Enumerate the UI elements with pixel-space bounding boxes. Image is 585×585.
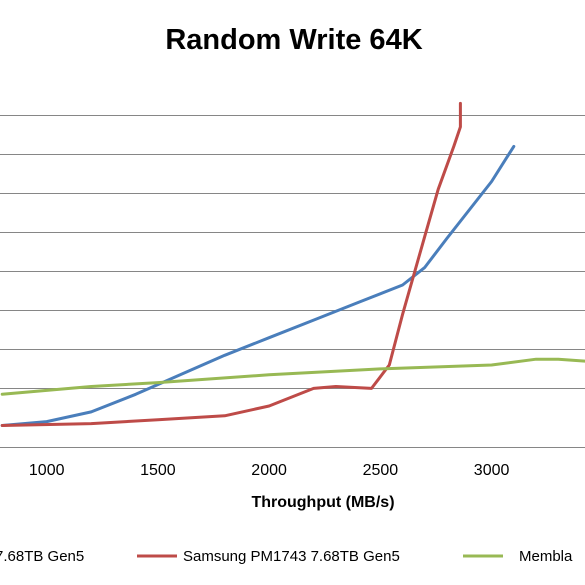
- series-line-3: [0, 357, 585, 396]
- chart-title: Random Write 64K: [165, 24, 422, 56]
- x-tick-label-3000: 3000: [474, 462, 510, 479]
- legend-label-2: Samsung PM1743 7.68TB Gen5: [183, 548, 400, 565]
- series-line-1: [0, 144, 516, 427]
- x-axis-title: Throughput (MB/s): [251, 494, 394, 511]
- legend-label-1: 7.68TB Gen5: [0, 548, 84, 565]
- x-tick-label-1500: 1500: [140, 462, 176, 479]
- x-axis-tick-labels: 1000 1500 2000 2500 3000: [29, 462, 510, 479]
- x-tick-label-2500: 2500: [363, 462, 399, 479]
- legend-label-3: Membla: [519, 548, 573, 565]
- x-tick-label-2000: 2000: [251, 462, 287, 479]
- x-tick-label-1000: 1000: [29, 462, 65, 479]
- series-line-2: [0, 101, 462, 427]
- legend: 7.68TB Gen5 Samsung PM1743 7.68TB Gen5 Mem…: [0, 548, 573, 565]
- series-lines: [0, 101, 585, 427]
- gridlines: [0, 115, 585, 448]
